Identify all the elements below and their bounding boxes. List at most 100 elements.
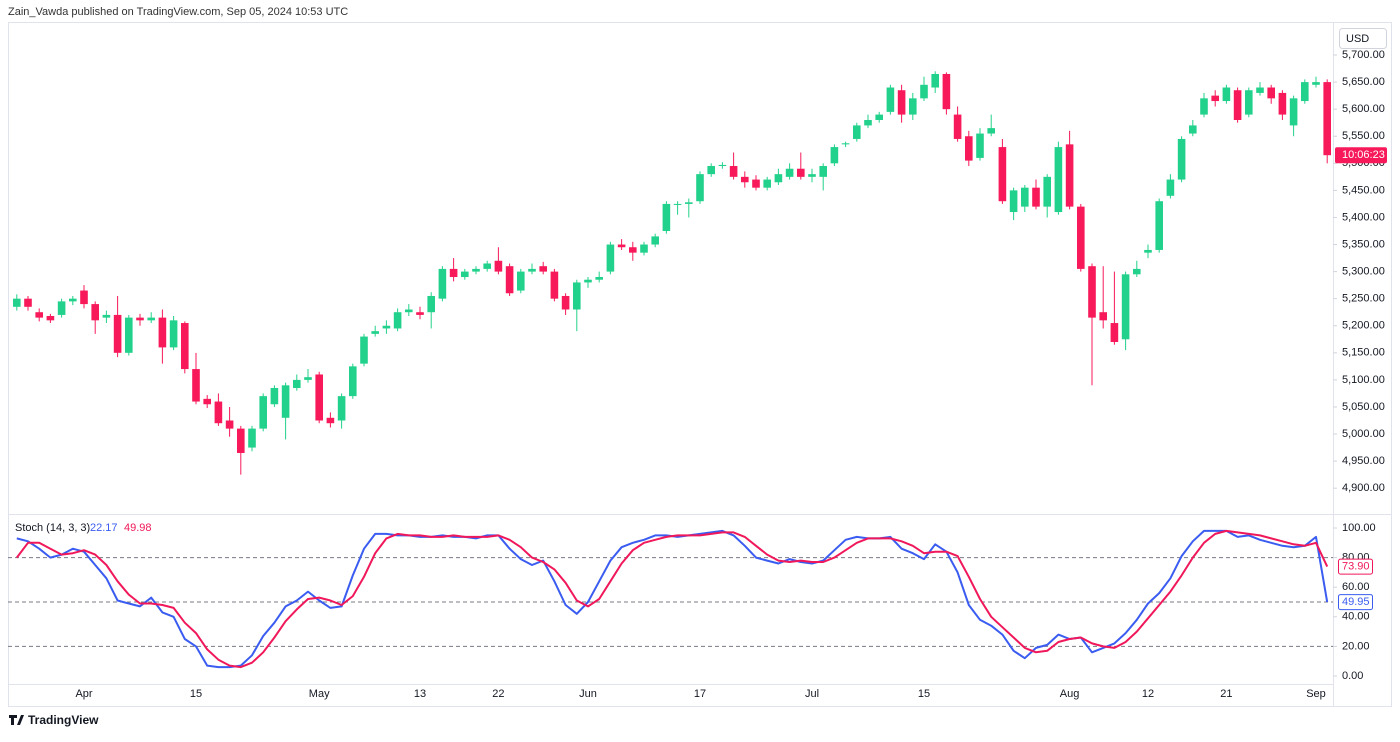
candle-body (696, 174, 704, 202)
candle-body (662, 203, 671, 231)
candle-body (113, 314, 122, 353)
x-tick-label: Sep (1306, 688, 1326, 700)
candle-body (270, 388, 279, 405)
candle-body (427, 295, 435, 313)
candle-body (573, 282, 581, 310)
candle-body (169, 320, 178, 348)
candle-body (517, 271, 525, 291)
y-tick-label: 5,250.00 (1342, 293, 1385, 305)
x-tick-label: Jul (805, 688, 819, 700)
candle-body (393, 312, 402, 329)
candle-body (595, 277, 603, 280)
candle-body (651, 236, 659, 245)
y-tick-label: 0.00 (1342, 670, 1363, 682)
candle-body (1088, 266, 1096, 318)
candle-body (864, 120, 872, 126)
currency-box[interactable] (1339, 28, 1387, 49)
candle-body (259, 396, 267, 429)
last-value-box (1338, 558, 1373, 575)
candle-body (461, 271, 469, 278)
candle-body (841, 143, 850, 145)
candle-body (1043, 176, 1051, 207)
candle-body (797, 168, 805, 177)
currency: USD (1346, 33, 1369, 45)
last-value-box (1338, 594, 1373, 611)
candle-body (774, 174, 783, 183)
candle-body (472, 268, 480, 272)
candle-body (1065, 144, 1074, 207)
frame (8, 22, 1392, 707)
candle-body (673, 203, 682, 205)
candle-body (1312, 82, 1320, 85)
x-tick-label: Aug (1060, 688, 1080, 700)
candle-body (819, 166, 827, 177)
indicator-title: Stoch (14, 3, 3) (15, 522, 90, 534)
candle-body (763, 179, 771, 188)
candle-body (248, 428, 256, 448)
countdown: 10:06:23 (1342, 149, 1385, 161)
candle-body (1021, 187, 1029, 207)
publisher-header: Zain_Vawda published on TradingView.com,… (8, 6, 348, 18)
candle-body (326, 417, 335, 424)
x-tick-label: May (309, 688, 330, 700)
candle-body (1278, 92, 1287, 115)
x-tick-label: Jun (579, 688, 597, 700)
x-tick-label: 21 (1220, 688, 1232, 700)
y-tick-label: 4,950.00 (1342, 455, 1385, 467)
candle-body (998, 147, 1007, 202)
candle-body (438, 268, 447, 299)
candle-body (136, 317, 144, 321)
candle-body (57, 301, 66, 315)
y-tick-label: 5,350.00 (1342, 238, 1385, 250)
candle-body (337, 396, 346, 421)
candle-body (897, 90, 906, 115)
candle-body (46, 316, 55, 321)
candle-body (1032, 187, 1040, 207)
candle-body (1177, 138, 1186, 180)
candle-body (1301, 82, 1309, 102)
candle-body (875, 114, 883, 120)
x-tick-label: 15 (190, 688, 202, 700)
candle-body (304, 377, 312, 380)
candle-body (1166, 179, 1175, 196)
candle-body (629, 247, 637, 253)
y-tick-label: 40.00 (1342, 611, 1370, 623)
candle-body (102, 314, 111, 318)
candle-body (125, 317, 133, 353)
y-tick-label: 5,200.00 (1342, 320, 1385, 332)
candle-body (718, 164, 727, 167)
last-value-label: 73.90 (1342, 561, 1370, 573)
candle-body (24, 298, 32, 307)
candle-body (449, 268, 458, 278)
candle-body (494, 260, 503, 272)
candle-body (886, 87, 895, 112)
candle-body (1233, 90, 1242, 120)
y-tick-label: 5,600.00 (1342, 103, 1385, 115)
candle-body (1222, 87, 1231, 102)
candle-body (483, 263, 491, 269)
x-tick-label: 17 (694, 688, 706, 700)
candle-body (181, 323, 189, 370)
candle-body (214, 401, 223, 424)
y-tick-label: 4,900.00 (1342, 482, 1385, 494)
candle-body (69, 298, 77, 302)
footer-logo: TradingView (9, 713, 99, 727)
candle-body (382, 325, 391, 329)
y-tick-label: 5,650.00 (1342, 76, 1385, 88)
stoch-line (16, 529, 1329, 669)
candle-body (752, 179, 760, 188)
candle-body (1054, 147, 1063, 213)
y-tick-label: 100.00 (1342, 522, 1376, 534)
candle-body (35, 312, 43, 318)
candle-body (1121, 274, 1130, 340)
candle-body (1133, 268, 1141, 275)
candle-body (987, 128, 995, 134)
candle-body (685, 202, 693, 204)
candle-body (203, 398, 211, 405)
logo-icon (9, 715, 24, 725)
candle-body (909, 98, 917, 115)
x-tick-label: 13 (414, 688, 426, 700)
candle-body (293, 379, 301, 389)
